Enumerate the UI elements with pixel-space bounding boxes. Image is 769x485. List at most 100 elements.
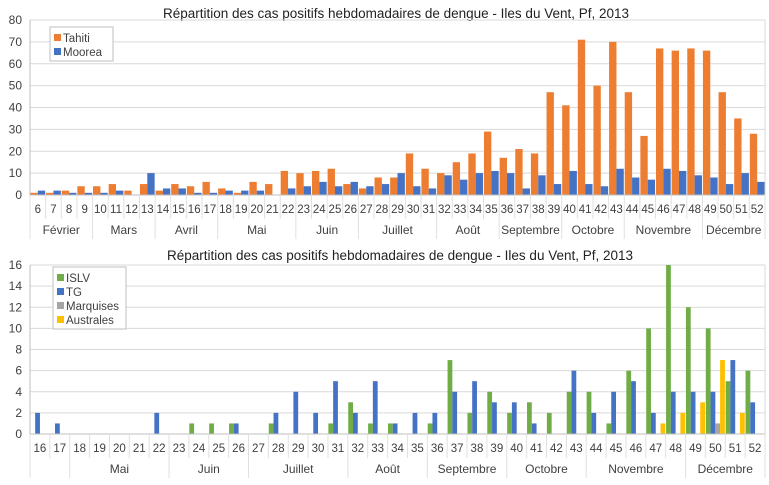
month-label: Février	[43, 223, 80, 237]
x-tick-label: 19	[93, 443, 106, 455]
legend-swatch-tg	[57, 288, 64, 295]
bar-tahiti-week-8	[61, 190, 70, 195]
y-tick-label: 12	[9, 300, 23, 314]
bar-tahiti-week-30	[405, 153, 414, 195]
bar-tg-week-52	[750, 402, 756, 434]
bar-tahiti-week-38	[530, 153, 539, 195]
bar-islv-week-32	[348, 402, 354, 434]
y-tick-label: 70	[9, 35, 23, 49]
bar-islv-week-48	[666, 265, 671, 434]
y-tick-label: 40	[9, 101, 23, 115]
legend-swatch-marquises	[57, 302, 64, 309]
bar-moorea-week-31	[428, 188, 437, 195]
bar-moorea-week-25	[334, 186, 343, 195]
bar-moorea-week-6	[37, 190, 46, 195]
bar-moorea-week-18	[225, 190, 233, 195]
legend-box	[49, 26, 114, 62]
legend-label: Australes	[66, 315, 114, 327]
bar-moorea-week-38	[538, 175, 546, 195]
x-tick-label: 30	[407, 204, 420, 216]
bar-tahiti-week-12	[124, 190, 132, 195]
bar-moorea-week-17	[209, 192, 218, 195]
y-tick-label: 0	[15, 188, 22, 202]
chart-title: Répartition des cas positifs hebdomadair…	[167, 248, 633, 263]
bar-islv-week-47	[646, 328, 651, 434]
x-tick-label: 24	[192, 443, 205, 455]
chart-title: Répartition des cas positifs hebdomadair…	[163, 6, 629, 21]
x-tick-label: 43	[610, 204, 623, 216]
bar-tahiti-week-45	[640, 135, 648, 195]
month-label: Mars	[110, 223, 137, 237]
x-tick-label: 17	[203, 204, 216, 216]
bar-moorea-week-43	[616, 168, 624, 195]
bar-islv-week-42	[546, 412, 552, 434]
bar-tg-week-35	[412, 412, 418, 434]
bar-moorea-week-9	[84, 192, 93, 195]
x-tick-label: 51	[735, 204, 748, 216]
x-tick-label: 21	[266, 204, 279, 216]
x-tick-label: 28	[375, 204, 388, 216]
month-label: Août	[375, 462, 400, 476]
bar-moorea-week-20	[256, 190, 265, 195]
bar-moorea-week-44	[632, 177, 640, 195]
bar-moorea-week-48	[694, 175, 702, 195]
x-tick-label: 6	[35, 204, 41, 216]
legend-swatch-tahiti	[54, 34, 61, 41]
bar-islv-week-24	[189, 423, 195, 434]
bar-moorea-week-35	[491, 170, 499, 195]
bar-tahiti-week-20	[249, 181, 257, 195]
legend-label: Marquises	[66, 301, 119, 313]
bar-australes-week-47	[660, 423, 666, 434]
bar-tahiti-week-40	[562, 105, 570, 195]
bar-tahiti-week-23	[296, 173, 304, 195]
x-tick-label: 42	[594, 204, 607, 216]
bar-tg-week-50	[710, 391, 716, 434]
legend-label: TG	[66, 287, 82, 299]
bar-tahiti-week-24	[311, 170, 320, 195]
bar-islv-week-41	[527, 402, 532, 434]
x-tick-label: 25	[212, 443, 225, 455]
x-tick-label: 10	[94, 204, 107, 216]
bar-moorea-week-28	[381, 184, 390, 195]
x-tick-label: 34	[469, 204, 482, 216]
x-tick-label: 29	[292, 443, 305, 455]
bar-moorea-week-46	[663, 168, 671, 195]
x-tick-label: 27	[360, 204, 373, 216]
y-tick-label: 8	[15, 343, 22, 357]
bar-tahiti-week-21	[265, 184, 273, 195]
bar-islv-week-39	[487, 391, 493, 434]
x-tick-label: 39	[547, 204, 560, 216]
x-tick-label: 33	[454, 204, 467, 216]
bar-tg-week-22	[154, 412, 160, 434]
bar-tahiti-week-18	[218, 188, 226, 195]
x-tick-label: 16	[188, 204, 201, 216]
bar-islv-week-33	[368, 423, 373, 434]
bar-islv-week-38	[467, 412, 473, 434]
bar-islv-week-34	[387, 423, 393, 434]
x-tick-label: 20	[250, 204, 263, 216]
bar-islv-week-28	[268, 423, 274, 434]
bar-tahiti-week-50	[718, 92, 726, 195]
x-tick-label: 42	[550, 443, 563, 455]
y-tick-label: 14	[9, 279, 23, 293]
bar-tahiti-week-37	[515, 149, 523, 195]
x-tick-label: 35	[411, 443, 424, 455]
x-tick-label: 32	[351, 443, 364, 455]
bar-tahiti-week-52	[749, 133, 758, 195]
x-tick-label: 18	[219, 204, 232, 216]
bar-tahiti-week-28	[374, 177, 382, 195]
x-tick-label: 46	[657, 204, 670, 216]
x-tick-label: 19	[235, 204, 248, 216]
x-tick-label: 26	[344, 204, 357, 216]
bar-tg-week-36	[432, 412, 438, 434]
x-tick-label: 13	[141, 204, 154, 216]
bar-moorea-week-19	[241, 190, 249, 195]
bar-moorea-week-29	[397, 173, 405, 195]
chart-tahiti-moorea: Répartition des cas positifs hebdomadair…	[9, 6, 766, 239]
x-tick-label: 25	[329, 204, 342, 216]
bar-tg-week-30	[313, 412, 319, 434]
bar-islv-week-25	[209, 423, 214, 434]
bar-tahiti-week-14	[155, 190, 163, 195]
x-tick-label: 16	[34, 443, 47, 455]
bar-tg-week-51	[730, 360, 736, 434]
